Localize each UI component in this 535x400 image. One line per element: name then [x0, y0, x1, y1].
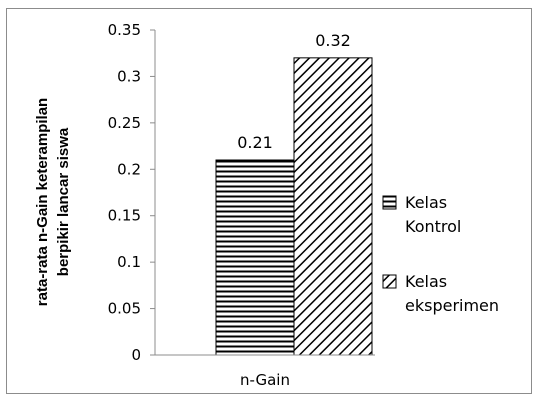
legend-swatch-kelas-kontrol [382, 195, 397, 210]
data-label-kelas-eksperimen: 0.32 [315, 31, 351, 50]
bar-kelas-eksperimen [293, 57, 373, 356]
legend-label-kelas-eksperimen-line-2: eksperimen [405, 296, 499, 315]
legend: Kelas Kontrol Kelas eksperimen [382, 193, 499, 315]
legend-label-kelas-kontrol-line-1: Kelas [405, 193, 447, 212]
bars [215, 57, 373, 356]
legend-label-kelas-eksperimen-line-1: Kelas [405, 272, 447, 291]
x-category-label: n-Gain [240, 371, 290, 389]
y-tick-label: 0.05 [108, 300, 141, 318]
legend-swatch-kelas-eksperimen [382, 274, 397, 289]
y-tick-label: 0.1 [117, 253, 141, 271]
y-axis-title-line-1: rata-rata n-Gain keterampilan [34, 98, 51, 306]
y-axis: 0 0.05 0.1 0.15 0.2 0.25 0.3 0.35 [108, 21, 156, 364]
data-labels: 0.21 0.32 [237, 31, 351, 152]
y-tick-label: 0.2 [117, 160, 141, 178]
y-axis-title: rata-rata n-Gain keterampilan berpikir l… [34, 98, 72, 306]
y-tick-label: 0 [131, 346, 141, 364]
y-axis-title-line-2: berpikir lancar siswa [55, 127, 72, 276]
legend-label-kelas-kontrol-line-2: Kontrol [405, 217, 461, 236]
bar-kelas-kontrol [215, 159, 295, 356]
data-label-kelas-kontrol: 0.21 [237, 133, 273, 152]
y-tick-label: 0.25 [108, 114, 141, 132]
y-tick-label: 0.3 [117, 67, 141, 85]
y-tick-label: 0.35 [108, 21, 141, 39]
y-tick-label: 0.15 [108, 207, 141, 225]
